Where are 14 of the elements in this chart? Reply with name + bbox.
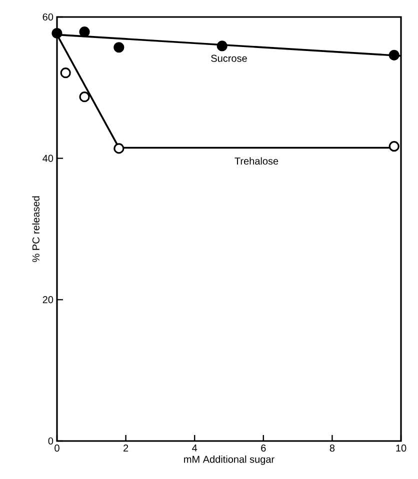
series-label: Trehalose	[234, 157, 278, 165]
x-tick-label: 2	[124, 444, 128, 452]
y-tick-label: 60	[42, 13, 54, 21]
x-tick-label: 6	[261, 444, 266, 452]
x-tick-label: 10	[396, 444, 406, 452]
series-label: Sucrose	[211, 54, 247, 62]
y-tick-label: 20	[42, 296, 54, 304]
x-tick-label: 4	[192, 444, 198, 452]
x-axis-title: mM Additional sugar	[184, 455, 274, 465]
y-axis-title: % PC released	[32, 196, 40, 262]
y-tick-label: 40	[42, 154, 54, 162]
y-tick-label: 0	[48, 437, 54, 445]
x-tick-label: 8	[330, 444, 335, 452]
x-tick-label: 0	[54, 444, 60, 452]
